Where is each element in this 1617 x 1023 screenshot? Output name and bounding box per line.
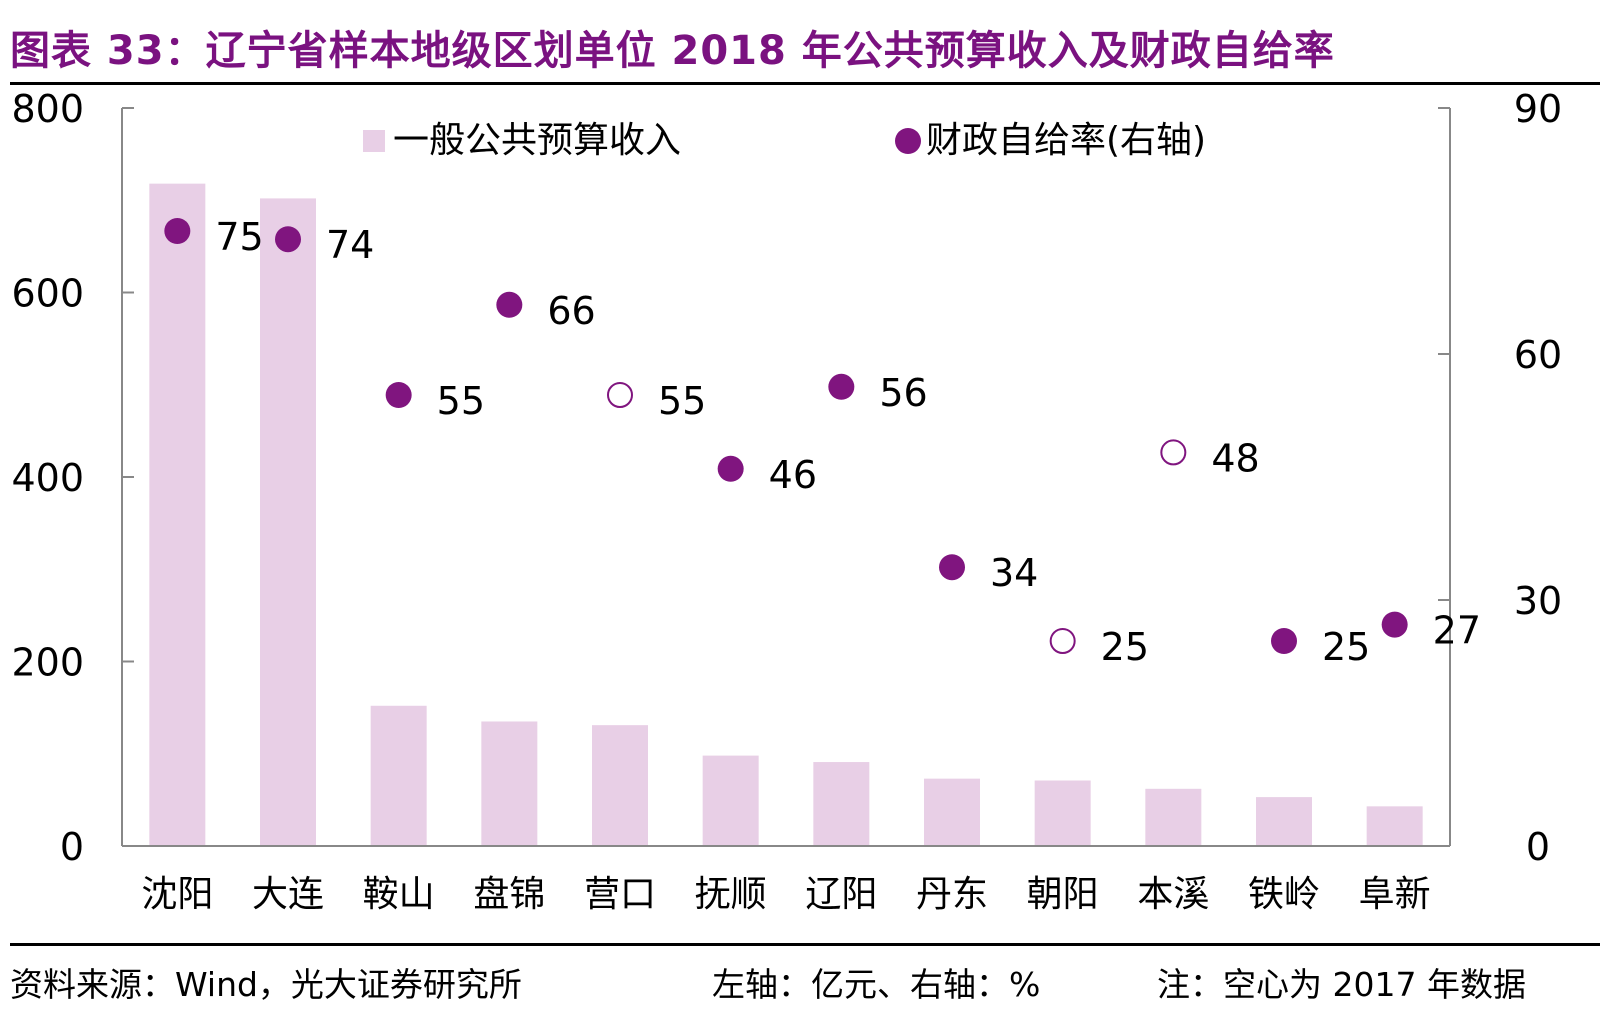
ratio-label-丹东: 34 — [990, 551, 1038, 595]
footer-divider — [10, 943, 1600, 946]
left-tick-label-0: 0 — [60, 825, 84, 869]
chart-title: 图表 33：辽宁省样本地级区划单位 2018 年公共预算收入及财政自给率 — [10, 28, 1335, 74]
x-tick-label-大连: 大连 — [252, 874, 324, 915]
ratio-point-抚顺 — [717, 455, 744, 482]
bar-大连 — [260, 198, 316, 846]
ratio-label-盘锦: 66 — [547, 289, 595, 333]
bar-朝阳 — [1034, 780, 1091, 846]
ratio-label-本溪: 48 — [1211, 436, 1259, 480]
x-tick-label-铁岭: 铁岭 — [1248, 874, 1320, 915]
right-tick-label-90: 90 — [1514, 87, 1562, 131]
axes-unit-note: 左轴：亿元、右轴：% — [712, 965, 1041, 1004]
ratio-point-大连 — [275, 226, 301, 253]
bar-盘锦 — [481, 721, 538, 846]
x-tick-label-丹东: 丹东 — [916, 874, 988, 915]
x-tick-label-阜新: 阜新 — [1359, 874, 1431, 915]
left-tick-label-400: 400 — [11, 456, 84, 500]
bar-阜新 — [1366, 806, 1423, 846]
x-tick-label-辽阳: 辽阳 — [805, 874, 877, 915]
right-tick-label-0: 0 — [1526, 825, 1550, 869]
left-tick-label-200: 200 — [11, 641, 84, 685]
x-tick-label-本溪: 本溪 — [1137, 874, 1209, 915]
x-tick-label-朝阳: 朝阳 — [1027, 874, 1099, 915]
x-tick-label-营口: 营口 — [584, 874, 656, 915]
ratio-label-铁岭: 25 — [1322, 625, 1370, 669]
title-divider — [10, 82, 1600, 85]
left-tick-label-800: 800 — [11, 87, 84, 131]
ratio-label-辽阳: 56 — [879, 371, 927, 415]
ratio-point-朝阳 — [1049, 628, 1076, 654]
ratio-point-营口 — [607, 382, 633, 408]
bar-抚顺 — [702, 755, 759, 846]
ratio-label-沈阳: 75 — [215, 215, 263, 259]
hollow-point-note: 注：空心为 2017 年数据 — [1157, 965, 1526, 1004]
ratio-label-鞍山: 55 — [437, 379, 485, 423]
ratio-label-抚顺: 46 — [769, 453, 817, 497]
source-note: 资料来源：Wind，光大证券研究所 — [10, 965, 522, 1004]
ratio-point-辽阳 — [828, 373, 855, 400]
bar-营口 — [592, 725, 648, 846]
x-tick-label-抚顺: 抚顺 — [695, 874, 767, 915]
ratio-point-鞍山 — [385, 382, 412, 408]
legend-bar-label: 一般公共预算收入 — [393, 120, 681, 161]
ratio-point-沈阳 — [164, 218, 191, 244]
chart-area: 0 200 400 600 800 0 30 60 90 沈阳 大连 鞍山 盘锦 营口 抚顺 辽阳 丹东 朝阳 本溪… — [11, 87, 1562, 915]
bar-铁岭 — [1256, 797, 1312, 846]
right-tick-label-60: 60 — [1514, 333, 1562, 377]
legend-point-swatch — [895, 128, 921, 154]
legend-point-label: 财政自给率(右轴) — [926, 120, 1206, 161]
ratio-label-大连: 74 — [326, 223, 374, 267]
ratio-label-朝阳: 25 — [1101, 625, 1149, 669]
right-tick-label-30: 30 — [1514, 579, 1562, 623]
ratio-label-营口: 55 — [658, 379, 706, 423]
bar-辽阳 — [813, 762, 870, 846]
bar-沈阳 — [149, 183, 206, 846]
x-tick-label-沈阳: 沈阳 — [141, 874, 213, 915]
bar-鞍山 — [370, 705, 427, 846]
bar-本溪 — [1145, 788, 1202, 846]
left-tick-label-600: 600 — [11, 272, 84, 316]
bar-丹东 — [924, 778, 980, 846]
ratio-point-盘锦 — [496, 291, 523, 318]
ratio-point-丹东 — [939, 554, 965, 581]
ratio-point-铁岭 — [1271, 628, 1297, 654]
ratio-point-本溪 — [1160, 439, 1187, 466]
x-tick-label-盘锦: 盘锦 — [473, 874, 545, 915]
x-tick-label-鞍山: 鞍山 — [363, 874, 435, 915]
legend-bar-swatch — [363, 130, 385, 152]
ratio-point-阜新 — [1381, 611, 1408, 638]
ratio-label-阜新: 27 — [1433, 609, 1481, 653]
